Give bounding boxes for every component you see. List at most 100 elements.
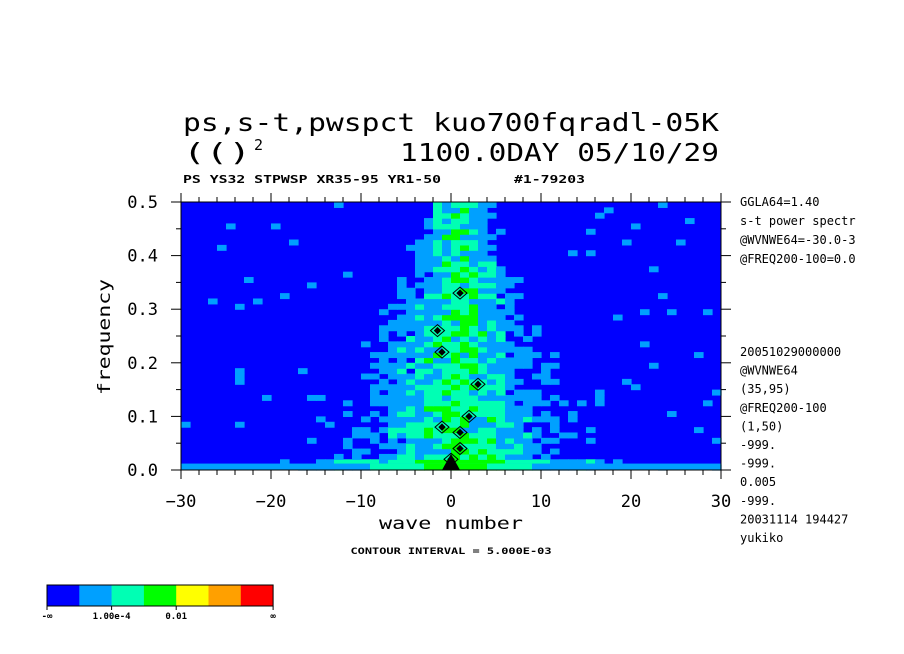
heatmap-cell — [397, 352, 407, 359]
heatmap-cell — [415, 443, 425, 450]
heatmap-cell — [469, 400, 479, 407]
heatmap-cell — [514, 346, 524, 353]
heatmap-cell — [532, 394, 542, 401]
heatmap-cell — [703, 309, 713, 316]
heatmap-cell — [406, 448, 416, 455]
heatmap-cell — [424, 234, 434, 241]
heatmap-cell — [397, 421, 407, 428]
heatmap-cell — [460, 394, 470, 401]
heatmap-cell — [280, 293, 290, 300]
y-tick-label: 0.3 — [127, 300, 158, 320]
heatmap-cell — [460, 303, 470, 310]
contour-peak — [461, 409, 477, 424]
heatmap-cell — [406, 303, 416, 310]
heatmap-cell — [415, 309, 425, 316]
heatmap-cell — [442, 432, 452, 439]
heatmap-cell — [478, 416, 488, 423]
heatmap-cell — [487, 394, 497, 401]
heatmap-cell — [460, 362, 470, 369]
heatmap-cell — [388, 373, 398, 380]
heatmap-cell — [424, 368, 434, 375]
heatmap-cell — [469, 314, 479, 321]
heatmap-cell — [388, 389, 398, 396]
heatmap-cell — [424, 432, 434, 439]
heatmap-cell — [406, 314, 416, 321]
heatmap-cell — [451, 368, 461, 375]
heatmap-cell — [433, 357, 443, 364]
heatmap-cell — [505, 416, 515, 423]
heatmap-cell — [388, 368, 398, 375]
heatmap-cell — [550, 416, 560, 423]
heatmap-cell — [514, 389, 524, 396]
heatmap-cell — [514, 314, 524, 321]
heatmap-cell — [541, 459, 551, 466]
heatmap-cell — [478, 325, 488, 332]
heatmap-cell — [424, 282, 434, 289]
heatmap-cell — [388, 352, 398, 359]
heatmap-cell — [532, 448, 542, 455]
heatmap-cell — [379, 352, 389, 359]
heatmap-cell — [469, 373, 479, 380]
heatmap-cell — [478, 400, 488, 407]
heatmap-cell — [442, 239, 452, 246]
heatmap-cell — [442, 427, 452, 434]
heatmap-cell — [442, 341, 452, 348]
heatmap-cell — [370, 384, 380, 391]
heatmap-cell — [487, 368, 497, 375]
heatmap-cell — [478, 228, 488, 235]
heatmap-cell — [397, 319, 407, 326]
heatmap-cell — [451, 271, 461, 278]
heatmap-cell — [397, 427, 407, 434]
heatmap-cell — [415, 314, 425, 321]
heatmap-cell — [433, 293, 443, 300]
heatmap-cell — [595, 389, 605, 396]
heatmap-cell — [280, 459, 290, 466]
heatmap-cell — [460, 314, 470, 321]
heatmap-cell — [478, 427, 488, 434]
heatmap-cell — [406, 336, 416, 342]
heatmap-cell — [424, 416, 434, 423]
heatmap-cell — [514, 277, 524, 283]
heatmap-cell — [451, 207, 461, 214]
heatmap-cell — [415, 448, 425, 455]
heatmap-cell — [424, 341, 434, 348]
heatmap-cell — [379, 357, 389, 364]
heatmap-cell — [505, 298, 515, 305]
heatmap-cell — [388, 437, 398, 444]
contour-peak-core — [438, 423, 446, 431]
heatmap-cell — [406, 432, 416, 439]
heatmap-cell — [487, 260, 497, 267]
heatmap-cell — [433, 250, 443, 257]
heatmap-cell — [379, 400, 389, 407]
heatmap-cell — [388, 341, 398, 348]
y-tick-labels: 0.0 0.1 0.2 0.3 0.4 0.5 — [127, 193, 158, 481]
heatmap-cell — [271, 223, 281, 230]
heatmap-cell — [505, 400, 515, 407]
heatmap-cell — [442, 330, 452, 337]
heatmap-cell — [460, 325, 470, 332]
heatmap-cell — [343, 411, 353, 417]
x-tick-label: 20 — [621, 492, 641, 512]
heatmap-cell — [487, 373, 497, 380]
heatmap-cell — [523, 357, 533, 364]
colorbar-swatch — [208, 585, 242, 606]
heatmap-cell — [415, 421, 425, 428]
heatmap-cell — [505, 373, 515, 380]
heatmap-cell — [442, 207, 452, 214]
heatmap-cell — [487, 287, 497, 294]
heatmap-cell — [487, 314, 497, 321]
heatmap-cell — [487, 432, 497, 439]
heatmap-cell — [487, 384, 497, 391]
heatmap-cell — [451, 260, 461, 267]
heatmap-cell — [397, 287, 407, 294]
heatmap-cell — [397, 384, 407, 391]
heatmap-cell — [478, 352, 488, 359]
heatmap-cell — [379, 384, 389, 391]
heatmap-cell — [496, 411, 506, 417]
heatmap-cell — [424, 453, 434, 460]
contour-peak — [434, 420, 450, 434]
heatmap-cell — [487, 352, 497, 359]
heatmap-cell — [487, 325, 497, 332]
heatmap-cell — [424, 260, 434, 267]
heatmap-cell — [676, 239, 686, 246]
